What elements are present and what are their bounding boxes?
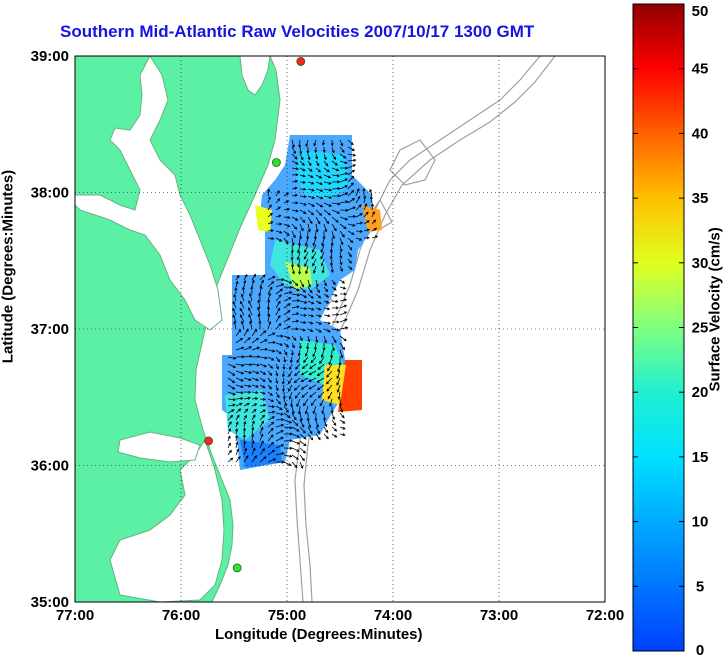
grid-lines [75, 56, 605, 602]
x-axis-ticks: 77:00 76:00 75:00 74:00 73:00 72:00 [56, 607, 624, 624]
colorbar-tick-label: 0 [696, 642, 704, 659]
colorbar [632, 3, 685, 652]
station-marker [232, 563, 242, 573]
y-tick-label: 36:00 [31, 458, 69, 475]
albemarle-sound [117, 431, 201, 463]
x-tick-label: 76:00 [162, 607, 200, 624]
x-tick-label: 74:00 [374, 607, 412, 624]
colorbar-tick-label: 40 [692, 125, 709, 142]
y-tick-label: 39:00 [31, 48, 69, 65]
velocity-vectors [227, 139, 379, 469]
colorbar-tick-label: 20 [692, 384, 709, 401]
colorbar-tick-label: 50 [692, 3, 709, 20]
plot-frame [74, 55, 606, 603]
chesapeake-bay [75, 56, 223, 331]
y-tick-label: 37:00 [31, 321, 69, 338]
colorbar-tick-label: 35 [692, 190, 709, 207]
pamlico-sound [109, 438, 225, 602]
colorbar-tick-label: 10 [692, 514, 709, 531]
y-axis-label: Latitude (Degrees:Minutes) [0, 169, 17, 364]
delaware-bay [239, 56, 271, 96]
radar-stations [204, 57, 306, 573]
colorbar-tick-label: 15 [692, 449, 709, 466]
colorbar-tick-label: 5 [696, 578, 704, 595]
colorbar-ticks: 0 5 10 15 20 25 30 35 40 45 50 [633, 3, 708, 659]
station-marker [204, 436, 213, 446]
map-title: Southern Mid-Atlantic Raw Velocities 200… [60, 22, 535, 41]
colorbar-tick-label: 30 [692, 255, 709, 272]
x-tick-label: 77:00 [56, 607, 94, 624]
y-axis-ticks: 39:00 38:00 37:00 36:00 35:00 [31, 48, 69, 611]
land-mass [75, 56, 281, 602]
y-tick-label: 38:00 [31, 185, 69, 202]
colorbar-tick-label: 45 [692, 61, 709, 78]
colorbar-tick-label: 25 [692, 320, 709, 337]
x-tick-label: 72:00 [586, 607, 624, 624]
x-tick-label: 75:00 [268, 607, 306, 624]
station-marker [271, 158, 281, 167]
colorbar-label: Surface Velocity (cm/s) [706, 227, 724, 392]
x-tick-label: 73:00 [480, 607, 518, 624]
y-tick-label: 35:00 [31, 594, 69, 611]
station-marker [296, 57, 306, 66]
x-axis-label: Longitude (Degrees:Minutes) [215, 626, 423, 643]
